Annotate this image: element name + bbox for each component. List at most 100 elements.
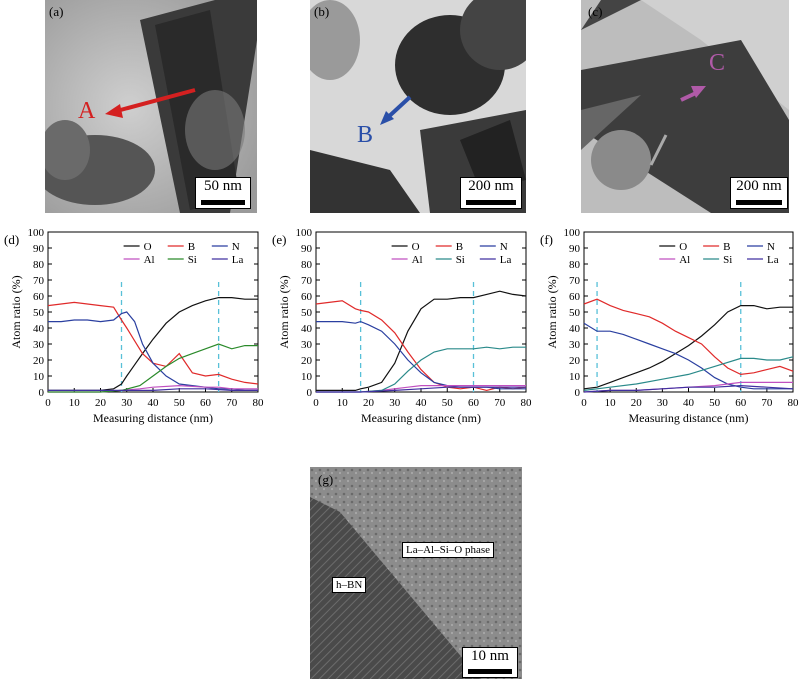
- micrograph-c: C 200 nm: [581, 0, 789, 213]
- x-tick-label: 70: [226, 397, 238, 409]
- y-tick-label: 70: [301, 275, 313, 287]
- y-tick-label: 90: [569, 243, 581, 255]
- micrograph-b: B 200 nm: [310, 0, 526, 213]
- x-tick-label: 10: [69, 397, 81, 409]
- y-tick-label: 10: [33, 371, 45, 383]
- x-tick-label: 60: [735, 397, 747, 409]
- y-tick-label: 100: [28, 227, 45, 239]
- y-tick-label: 80: [33, 259, 45, 271]
- x-tick-label: 20: [95, 397, 107, 409]
- y-tick-label: 10: [569, 371, 581, 383]
- legend-label-n: N: [500, 241, 508, 253]
- legend-label-al: Al: [144, 254, 155, 266]
- y-tick-label: 20: [569, 355, 581, 367]
- series-line-o: [583, 304, 793, 390]
- y-tick-label: 60: [301, 291, 313, 303]
- y-tick-label: 80: [569, 259, 581, 271]
- legend-label-al: Al: [679, 254, 690, 266]
- marker-a: A: [78, 98, 96, 124]
- y-tick-label: 20: [33, 355, 45, 367]
- x-tick-label: 10: [605, 397, 617, 409]
- series-line-la: [583, 384, 794, 393]
- scale-bar-b: 200 nm: [460, 177, 522, 209]
- chart-d: (d) 0 10 20 30 40 50 60 70 80 90 100 0 10 20 30 40 50 60 70…: [4, 227, 265, 425]
- y-axis-label: Atom ratio (%): [277, 275, 291, 348]
- scale-bar-line-g: [468, 669, 512, 674]
- y-tick-label: 40: [301, 323, 313, 335]
- x-tick-label: 40: [683, 397, 695, 409]
- series-line-si: [583, 356, 794, 391]
- scale-bar-line-a: [201, 200, 245, 205]
- scale-bar-line-b: [466, 200, 516, 205]
- panel-label-g: (g): [318, 472, 334, 487]
- y-tick-label: 50: [33, 307, 45, 319]
- legend-label-al: Al: [412, 254, 423, 266]
- scale-label-a: 50 nm: [204, 178, 242, 194]
- x-tick-label: 40: [416, 397, 428, 409]
- legend-label-o: O: [412, 241, 420, 253]
- micrograph-a-image: [45, 0, 257, 213]
- y-tick-label: 40: [569, 323, 581, 335]
- x-axis-label: Measuring distance (nm): [361, 411, 481, 425]
- y-tick-label: 0: [39, 387, 45, 399]
- x-tick-label: 30: [657, 397, 669, 409]
- x-tick-label: 60: [468, 397, 480, 409]
- y-tick-label: 20: [301, 355, 313, 367]
- panel-label-e: (e): [272, 232, 286, 247]
- y-tick-label: 60: [33, 291, 45, 303]
- legend-label-n: N: [767, 241, 775, 253]
- scale-bar-g: 10 nm: [462, 647, 518, 678]
- x-tick-label: 30: [389, 397, 401, 409]
- scale-label-c: 200 nm: [736, 178, 782, 194]
- y-tick-label: 90: [301, 243, 313, 255]
- series-line-b: [583, 298, 794, 376]
- y-tick-label: 40: [33, 323, 45, 335]
- x-tick-label: 40: [148, 397, 160, 409]
- x-tick-label: 50: [709, 397, 721, 409]
- series-line-n: [316, 320, 526, 390]
- series-line-n: [583, 322, 793, 390]
- y-tick-label: 80: [301, 259, 313, 271]
- legend-label-si: Si: [456, 254, 465, 266]
- panel-label-a: (a): [49, 4, 64, 19]
- series-line-n: [48, 311, 258, 391]
- legend-label-b: B: [188, 241, 195, 253]
- panel-label-f: (f): [540, 232, 553, 247]
- series-line-b: [47, 301, 259, 385]
- x-axis-label: Measuring distance (nm): [93, 411, 213, 425]
- legend-label-b: B: [456, 241, 463, 253]
- y-axis-label: Atom ratio (%): [9, 275, 23, 348]
- y-tick-label: 30: [569, 339, 581, 351]
- y-tick-label: 100: [296, 227, 313, 239]
- x-tick-label: 0: [581, 397, 587, 409]
- marker-b: B: [357, 122, 374, 148]
- micrograph-a: A 50 nm: [45, 0, 257, 213]
- y-tick-label: 50: [301, 307, 313, 319]
- y-tick-label: 0: [575, 387, 581, 399]
- y-tick-label: 10: [301, 371, 313, 383]
- scale-bar-c: 200 nm: [730, 177, 788, 209]
- scale-label-b: 200 nm: [468, 178, 514, 194]
- x-tick-label: 50: [442, 397, 454, 409]
- y-tick-label: 100: [564, 227, 581, 239]
- y-axis-label: Atom ratio (%): [545, 275, 559, 348]
- x-tick-label: 80: [253, 397, 265, 409]
- x-tick-label: 80: [521, 397, 533, 409]
- micrograph-b-image: [310, 0, 526, 213]
- series-line-la: [48, 388, 258, 391]
- scale-bar-a: 50 nm: [195, 177, 251, 209]
- phase-label-hbn: h–BN: [332, 577, 367, 593]
- x-tick-label: 80: [788, 397, 800, 409]
- x-tick-label: 20: [363, 397, 375, 409]
- chart-e: (e) 0 10 20 30 40 50 60 70 80 90 100 0 10 20 30 40 50 60 70…: [272, 227, 533, 425]
- x-tick-label: 20: [631, 397, 643, 409]
- y-tick-label: 90: [33, 243, 45, 255]
- legend-label-o: O: [144, 241, 152, 253]
- chart-f: (f) 0 10 20 30 40 50 60 70 80 90 100 0 10 20 30 40 50 60 70…: [540, 227, 800, 425]
- series-line-la: [316, 386, 526, 393]
- legend-label-n: N: [232, 241, 240, 253]
- x-tick-label: 50: [174, 397, 186, 409]
- x-tick-label: 0: [45, 397, 51, 409]
- y-tick-label: 70: [569, 275, 581, 287]
- x-axis-label: Measuring distance (nm): [629, 411, 749, 425]
